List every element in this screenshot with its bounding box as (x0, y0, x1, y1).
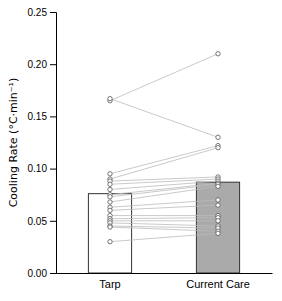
y-tick-mark (50, 64, 56, 65)
plot: 0.00 0.05 0.10 0.15 0.20 0.25 Tarp Current Care (28, 7, 273, 290)
pair-line (110, 146, 218, 174)
point (216, 231, 220, 235)
pair-line (110, 218, 218, 219)
x-tick: Current Care (186, 273, 250, 290)
x-axis-line (57, 273, 273, 274)
pair-line (110, 99, 218, 138)
x-tick: Tarp (99, 273, 120, 290)
pair-line (110, 215, 218, 216)
y-tick-mark (50, 12, 56, 13)
y-tick: 0.10 (28, 163, 56, 174)
x-tick-label: Current Care (186, 278, 250, 290)
point (108, 208, 112, 212)
pair-line (110, 54, 218, 101)
point (216, 146, 220, 150)
y-tick-mark (50, 116, 56, 117)
x-axis: Tarp Current Care (57, 273, 273, 290)
point (216, 135, 220, 139)
y-tick-label: 0.20 (28, 59, 48, 70)
y-tick: 0.25 (28, 7, 56, 18)
pair-line (110, 179, 218, 184)
marks (88, 52, 239, 273)
y-axis: 0.00 0.05 0.10 0.15 0.20 0.25 (28, 7, 57, 279)
chart: 0.00 0.05 0.10 0.15 0.20 0.25 Tarp Current Care… (0, 0, 282, 301)
y-axis-title: Cooling Rate (°C·min⁻¹) (7, 78, 20, 208)
pair-line (110, 223, 218, 226)
point (108, 172, 112, 176)
point (108, 96, 112, 100)
point (108, 225, 112, 229)
pair-lines (110, 54, 218, 242)
pair-line (110, 184, 218, 197)
pair-line (110, 220, 218, 221)
point (216, 219, 220, 223)
y-tick-mark (50, 221, 56, 222)
pair-line (110, 177, 218, 181)
x-tick-label: Tarp (99, 278, 120, 290)
y-tick: 0.05 (28, 216, 56, 227)
point (216, 52, 220, 56)
y-tick-label: 0.00 (28, 268, 48, 279)
points (108, 96, 112, 243)
points (216, 52, 220, 236)
point (108, 187, 112, 191)
y-tick-label: 0.05 (28, 216, 48, 227)
point (108, 200, 112, 204)
bar (88, 194, 131, 273)
point (108, 195, 112, 199)
y-tick-label: 0.15 (28, 111, 48, 122)
y-axis-line (50, 13, 57, 274)
pair-line (110, 186, 218, 202)
y-tick-label: 0.10 (28, 163, 48, 174)
y-tick-mark (50, 169, 56, 170)
y-tick-label: 0.25 (28, 7, 48, 18)
y-tick-mark (50, 273, 56, 274)
y-tick: 0.20 (28, 59, 56, 70)
y-tick: 0.15 (28, 111, 56, 122)
point (216, 198, 220, 202)
pair-line (110, 233, 218, 241)
pair-line (110, 148, 218, 179)
point (216, 184, 220, 188)
pair-line (110, 227, 218, 231)
pair-line (110, 205, 218, 210)
point (108, 182, 112, 186)
y-tick: 0.00 (28, 268, 56, 279)
point (108, 239, 112, 243)
point (216, 203, 220, 207)
